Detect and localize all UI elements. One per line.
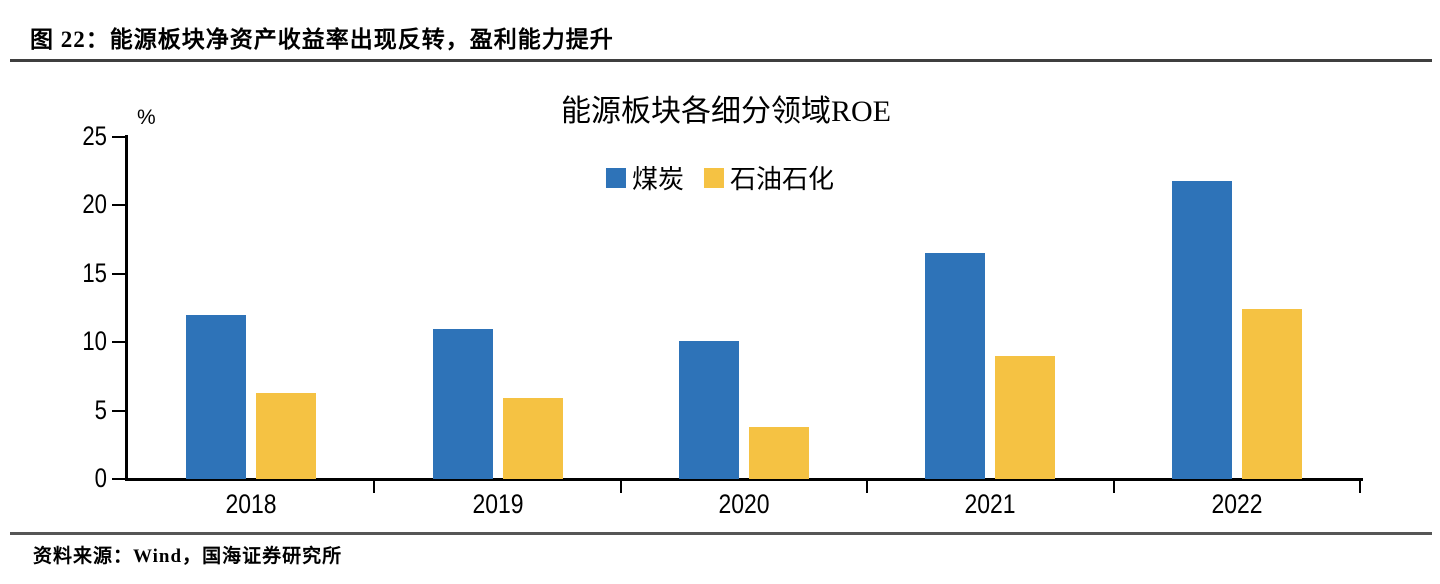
x-axis-category-label: 2022 [1211,489,1263,519]
x-axis-category-label: 2021 [964,489,1016,519]
x-axis-category-label: 2019 [472,489,524,519]
bar-2019-s0 [432,328,493,479]
source-divider [10,532,1432,535]
x-axis-tick [373,481,376,493]
x-axis-category-label: 2018 [225,489,277,519]
figure-caption: 图 22：能源板块净资产收益率出现反转，盈利能力提升 [30,27,614,52]
legend-item: 石油石化 [704,159,834,196]
y-axis-tick-label: 25 [82,121,107,151]
bar-2021-s1 [995,355,1056,479]
bar-2022-s1 [1241,309,1302,479]
legend-label: 煤炭 [631,165,684,194]
bar-2018-s1 [256,392,317,479]
bar-2020-s1 [749,427,809,479]
y-axis-tick-label: 5 [94,394,107,425]
bar-2020-s0 [679,340,739,479]
caption-divider [10,59,1432,62]
y-axis-tick [112,136,127,138]
y-axis-line [125,135,128,481]
y-axis-tick [112,204,127,207]
chart-title: 能源板块各细分领域ROE [561,95,891,128]
x-axis-tick [619,481,622,493]
x-axis-line [125,478,1363,481]
y-axis-tick [112,409,127,412]
bar-2022-s0 [1171,180,1232,479]
y-axis-tick [112,478,127,480]
bar-2021-s0 [925,253,986,479]
legend-label: 石油石化 [730,165,835,194]
chart-legend: 煤炭 石油石化 [605,159,834,196]
y-axis-tick-label: 10 [82,326,107,357]
source-note: 资料来源：Wind，国海证券研究所 [33,546,343,567]
legend-item: 煤炭 [605,159,684,196]
legend-swatch-icon [605,167,626,188]
x-axis-tick [866,481,869,493]
x-axis-tick [1112,481,1115,493]
x-axis-category-label: 2020 [718,489,770,519]
y-axis-tick-label: 15 [82,257,107,288]
bar-2019-s1 [502,398,563,479]
x-axis-tick [1359,481,1361,493]
legend-swatch-icon [704,167,724,188]
y-axis-tick-label: 0 [94,463,107,493]
bar-2018-s0 [186,314,247,479]
y-axis-tick-label: 20 [82,189,107,220]
y-axis-tick [112,272,127,275]
y-axis-tick [112,341,127,344]
y-axis-unit-label: % [137,106,156,129]
